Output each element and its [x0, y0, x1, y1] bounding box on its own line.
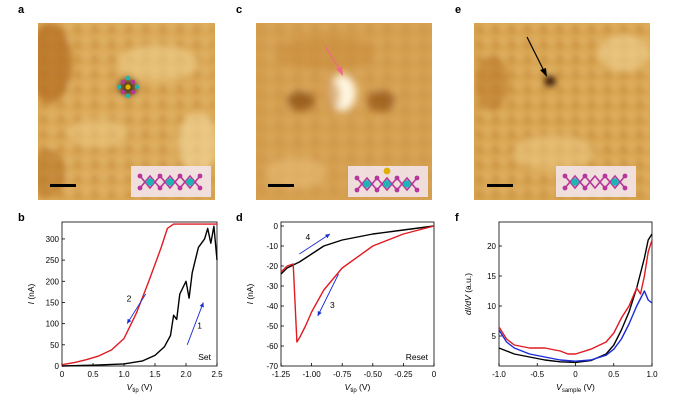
panel-label-a: a: [18, 4, 25, 16]
y-tick-label-b: 200: [46, 277, 60, 286]
x-tick-label-f: -1.0: [492, 370, 506, 379]
x-tick-label-b: 0.5: [87, 370, 99, 379]
y-tick-label-b: 250: [46, 256, 60, 265]
annotation-arrowhead-d-1: [317, 311, 322, 316]
x-tick-label-f: -0.5: [530, 370, 544, 379]
annotation-arrowhead-d-0: [325, 234, 330, 239]
annotation-number-b-0: 2: [127, 294, 132, 304]
y-tick-label-d: -10: [266, 242, 278, 251]
series-line-b-1: [61, 225, 218, 367]
x-tick-label-d: -0.25: [394, 370, 413, 379]
x-axis-label-d: Vtip (V): [345, 382, 371, 394]
axes-frame-d: [280, 221, 435, 367]
y-tick-label-b: 300: [46, 235, 60, 244]
corner-annotation-d: Reset: [406, 352, 429, 362]
y-tick-label-d: 0: [274, 222, 279, 231]
y-tick-label-d: -70: [266, 362, 278, 371]
y-tick-label-d: -20: [266, 262, 278, 271]
series-line-f-1: [498, 239, 653, 355]
series-line-f-0: [498, 233, 653, 364]
annotation-number-d-0: 4: [306, 232, 311, 242]
panel-label-d: d: [236, 212, 243, 224]
annotation-number-b-1: 1: [197, 321, 202, 331]
annotation-arrow-d-0: [299, 233, 331, 255]
y-tick-label-b: 100: [46, 320, 60, 329]
x-tick-label-f: 0: [573, 370, 578, 379]
x-tick-label-d: -0.75: [333, 370, 352, 379]
y-axis-label-b: I (nA): [26, 283, 36, 304]
annotation-arrowhead-b-1: [199, 302, 204, 308]
x-tick-label-b: 1.0: [118, 370, 130, 379]
x-tick-label-b: 2.5: [211, 370, 223, 379]
x-tick-label-d: -1.00: [302, 370, 321, 379]
x-tick-label-d: -0.50: [364, 370, 383, 379]
corner-annotation-b: Set: [198, 352, 211, 362]
panel-label-c: c: [236, 4, 243, 16]
annotation-arrowhead-b-0: [127, 318, 132, 324]
x-axis-label-b: Vtip (V): [127, 382, 153, 394]
panel-label-e: e: [455, 4, 462, 16]
x-tick-label-d: 0: [432, 370, 437, 379]
y-tick-label-f: 5: [492, 332, 497, 341]
series-line-d-0: [280, 225, 435, 275]
plot-d: -1.25 -1.00 -0.75 -0.50 -0.25 0 0 -10 -20 -30 -40 -…: [245, 221, 437, 394]
series-line-f-2: [498, 290, 653, 362]
y-axis-label-f: dI/dV (a.u.): [463, 273, 473, 315]
annotation-arrow-b-1: [186, 302, 204, 345]
y-axis-label-d: I (nA): [245, 283, 255, 304]
annotation-arrow-b-0: [126, 293, 147, 324]
x-tick-label-d: -1.25: [272, 370, 291, 379]
axes-frame-f: [498, 221, 653, 367]
y-tick-label-d: -60: [266, 342, 278, 351]
y-tick-label-d: -50: [266, 322, 278, 331]
y-tick-label-b: 150: [46, 298, 60, 307]
x-axis-label-f: Vsample (V): [556, 382, 595, 394]
x-tick-label-b: 2.0: [180, 370, 192, 379]
series-line-b-0: [61, 223, 217, 366]
y-tick-label-f: 15: [487, 272, 496, 281]
y-tick-label-f: 10: [487, 302, 496, 311]
series-line-d-1: [280, 225, 435, 343]
x-tick-label-f: 0.5: [608, 370, 620, 379]
plot-f: -1.0 -0.5 0 0.5 1.0 5 10 15 20 Vsample (V) dI/dV (…: [463, 221, 658, 394]
y-tick-label-b: 0: [55, 362, 60, 371]
axes-frame-b: [61, 221, 218, 367]
annotation-arrow-d-1: [317, 273, 339, 317]
x-tick-label-b: 1.5: [149, 370, 161, 379]
panel-label-f: f: [455, 212, 459, 224]
y-tick-label-d: -30: [266, 282, 278, 291]
y-tick-label-b: 50: [50, 341, 59, 350]
x-tick-label-b: 0: [60, 370, 65, 379]
y-tick-label-f: 20: [487, 242, 496, 251]
panel-label-b: b: [18, 212, 25, 224]
x-tick-label-f: 1.0: [646, 370, 658, 379]
y-tick-label-d: -40: [266, 302, 278, 311]
plot-b: 0 0.5 1.0 1.5 2.0 2.5 0 50 100 150 200 250 300 Vtip (…: [26, 221, 223, 394]
annotation-number-d-1: 3: [330, 300, 335, 310]
